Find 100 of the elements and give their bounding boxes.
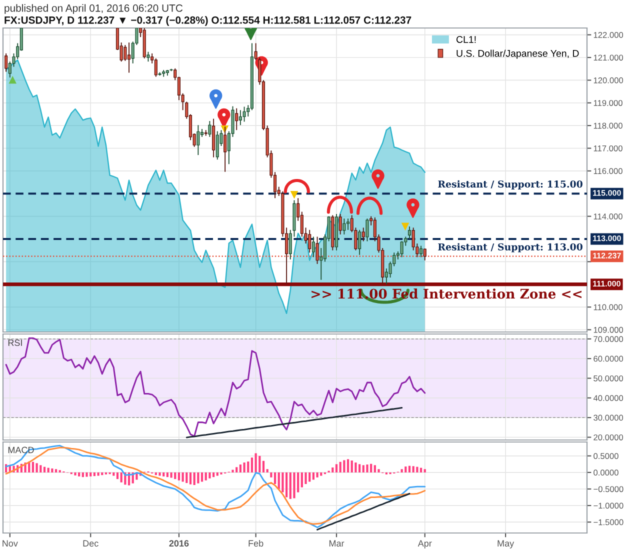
ref-line-label: 112.237 — [593, 252, 621, 258]
y-tick-label: 60.0000 — [594, 356, 624, 362]
bar — [262, 460, 265, 472]
bar — [212, 472, 215, 478]
y-tick-label: 122.000 — [594, 32, 624, 38]
bar — [178, 472, 180, 480]
bar — [420, 468, 422, 472]
bar — [408, 466, 411, 472]
bar — [378, 469, 380, 472]
bar — [182, 472, 184, 482]
candlestick — [384, 268, 388, 285]
bar — [208, 472, 211, 478]
chart-subtitle: FX:USDJPY, D 112.237 ▼ −0.317 (−0.28%) O:112.554 H:112.581 L:112.057 C:112.237 — [4, 16, 412, 26]
bar — [416, 466, 418, 472]
bar — [36, 463, 38, 472]
candlestick — [216, 130, 219, 160]
y-tick-label: 110.000 — [594, 304, 622, 310]
bar — [339, 462, 342, 472]
bar — [343, 460, 346, 472]
bar — [101, 472, 104, 476]
bar — [304, 472, 307, 484]
y-tick-label: 120.000 — [594, 77, 624, 84]
bar — [289, 472, 292, 499]
bar — [232, 470, 234, 472]
bar — [112, 472, 115, 476]
bar — [239, 464, 242, 472]
ref-line-label: 111.000 — [593, 280, 620, 287]
bar — [320, 472, 322, 476]
line-series — [316, 492, 410, 530]
bar — [116, 472, 119, 480]
candlestick — [342, 218, 346, 235]
y-tick-label: 0.0000 — [594, 470, 618, 476]
candlestick — [308, 229, 312, 254]
legend-label: CL1! — [456, 36, 476, 43]
y-tick-label: 0.5000 — [594, 453, 618, 459]
bar — [204, 472, 207, 480]
candlestick — [242, 106, 246, 122]
bar — [236, 467, 238, 472]
bar — [86, 472, 88, 477]
bar — [270, 472, 272, 478]
bar — [362, 465, 364, 472]
bar — [170, 472, 172, 478]
bar — [404, 466, 407, 472]
x-tick-label: Nov — [2, 540, 18, 547]
candlestick — [312, 236, 315, 258]
bar — [254, 453, 257, 472]
candlestick — [358, 229, 362, 256]
candlestick — [238, 110, 242, 126]
bar — [346, 459, 350, 472]
chart-title: published on April 01, 2016 06:20 UTC — [4, 4, 183, 14]
bar — [93, 472, 96, 476]
bar — [354, 462, 357, 472]
candlestick — [366, 218, 369, 242]
bar — [197, 472, 200, 484]
bar — [158, 472, 161, 476]
y-tick-label: 50.0000 — [594, 375, 624, 382]
y-tick-label: 20.0000 — [594, 434, 624, 440]
bar — [32, 462, 34, 472]
y-tick-label: −1.0000 — [594, 502, 624, 509]
y-tick-label: 119.000 — [594, 100, 622, 106]
bar — [120, 472, 122, 482]
candlestick — [346, 218, 350, 230]
bar — [358, 464, 361, 472]
bar — [266, 469, 268, 472]
bar — [189, 472, 192, 484]
candlestick — [316, 236, 319, 264]
candlestick — [408, 226, 412, 240]
x-tick-label: Dec — [83, 540, 98, 547]
y-tick-label: 116.000 — [594, 168, 622, 174]
bar — [243, 462, 246, 472]
y-tick-label: 121.000 — [594, 54, 624, 61]
y-tick-label: 70.0000 — [594, 336, 624, 342]
bar — [300, 472, 303, 488]
bar — [74, 472, 76, 476]
y-tick-label: 117.000 — [594, 145, 622, 152]
bar — [370, 464, 372, 472]
y-tick-label: 30.0000 — [594, 414, 624, 421]
candlestick — [400, 240, 404, 258]
candlestick — [338, 214, 342, 235]
line-series — [186, 406, 403, 438]
bar — [278, 472, 280, 489]
candlestick — [196, 124, 200, 156]
annotation: Resistant / Support: 115.00 — [438, 180, 582, 190]
bar — [43, 466, 46, 472]
bar — [90, 472, 92, 476]
bar — [82, 472, 84, 478]
bar — [366, 464, 368, 472]
x-tick-label: Feb — [248, 540, 264, 547]
bar — [40, 465, 42, 472]
bar — [424, 469, 426, 472]
bar — [186, 472, 188, 484]
chart-title: RSI — [8, 340, 22, 346]
bar — [308, 472, 311, 482]
x-tick-label: May — [498, 540, 514, 548]
bar — [350, 460, 353, 472]
bar — [200, 472, 204, 482]
bar — [97, 472, 100, 476]
annotation: Resistant / Support: 113.00 — [438, 243, 582, 252]
legend-label: U.S. Dollar/Japanese Yen, D — [456, 50, 579, 59]
bar — [51, 468, 54, 472]
